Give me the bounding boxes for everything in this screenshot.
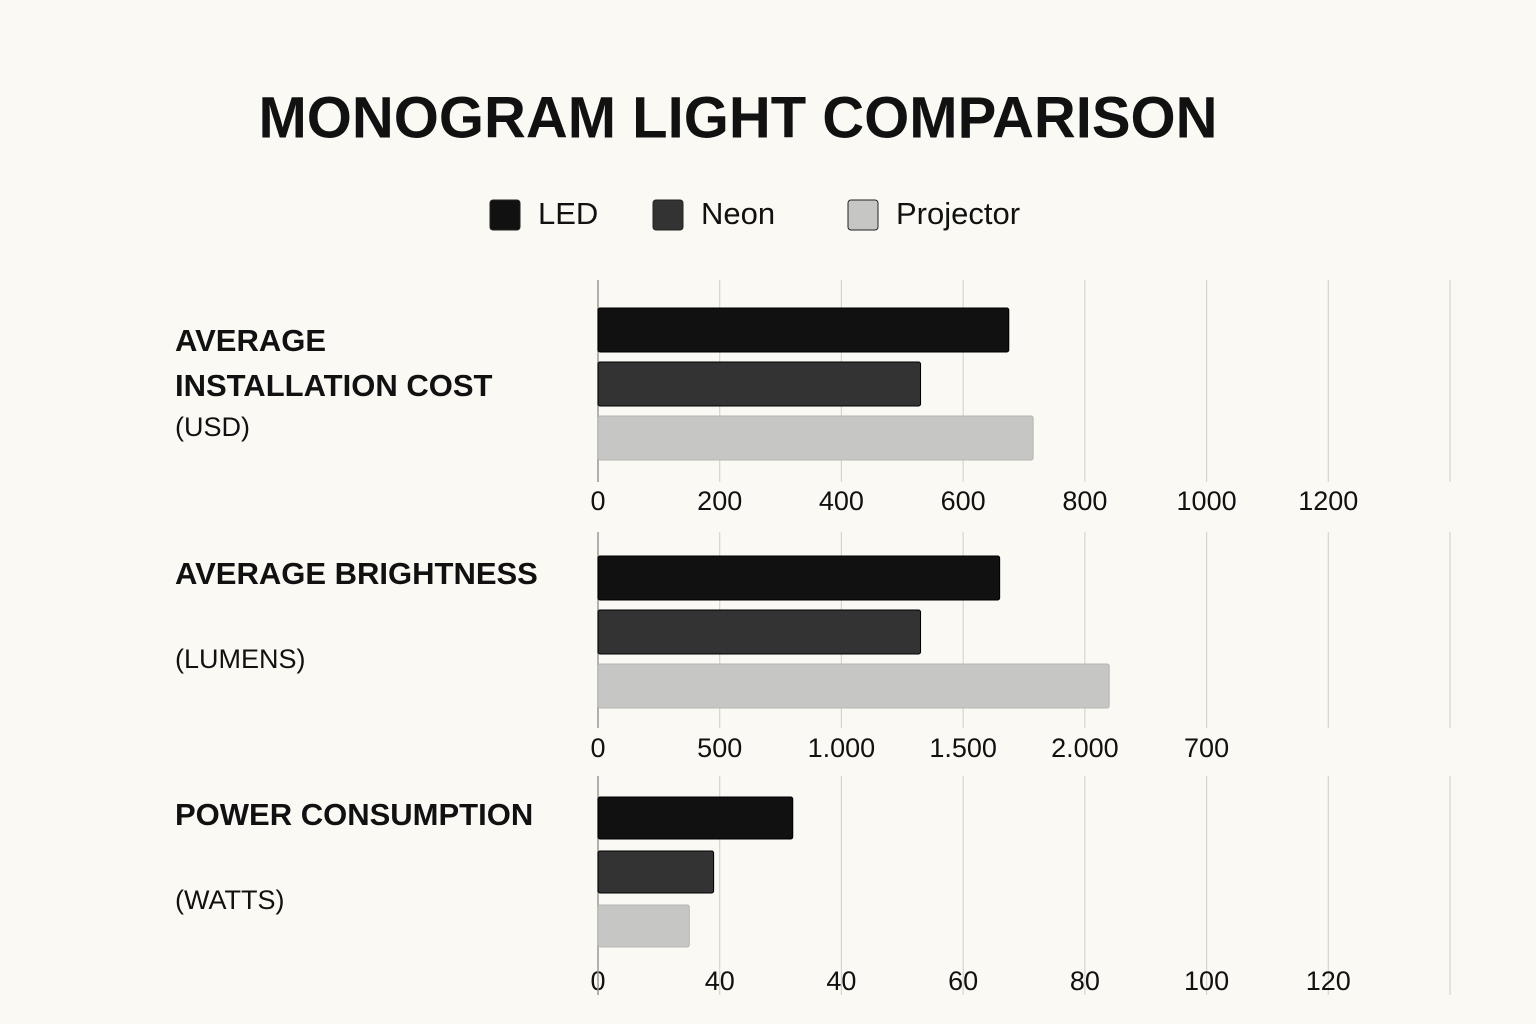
legend-swatch xyxy=(847,199,879,231)
panel-title: POWER CONSUMPTION xyxy=(175,797,534,832)
x-tick-label: 80 xyxy=(1070,966,1100,996)
panel-title: AVERAGE BRIGHTNESS xyxy=(175,556,538,591)
bar xyxy=(597,663,1110,709)
x-tick-label: 2.000 xyxy=(1051,733,1119,763)
legend-label: LED xyxy=(538,196,598,231)
x-tick-label: 400 xyxy=(819,486,864,516)
x-tick-label: 40 xyxy=(705,966,735,996)
panel-subtitle: (LUMENS) xyxy=(175,644,306,674)
panel-subtitle: (WATTS) xyxy=(175,885,285,915)
chart-title: MONOGRAM LIGHT COMPARISON xyxy=(258,85,1217,150)
bar xyxy=(597,796,794,840)
x-tick-label: 100 xyxy=(1184,966,1229,996)
x-tick-label: 60 xyxy=(948,966,978,996)
panel-subtitle: (USD) xyxy=(175,412,250,442)
x-tick-label: 600 xyxy=(941,486,986,516)
x-tick-label: 1.500 xyxy=(929,733,997,763)
bar xyxy=(597,850,715,894)
panel-title: AVERAGE INSTALLATION COST xyxy=(175,323,493,403)
x-tick-label: 500 xyxy=(697,733,742,763)
legend-swatch xyxy=(652,199,684,231)
legend-label: Neon xyxy=(701,196,775,231)
legend-label: Projector xyxy=(896,196,1020,231)
bar xyxy=(597,361,922,407)
bar xyxy=(597,307,1010,353)
x-tick-label: 0 xyxy=(590,733,605,763)
x-tick-label: 200 xyxy=(697,486,742,516)
x-tick-label: 1200 xyxy=(1298,486,1358,516)
x-tick-label: 1000 xyxy=(1177,486,1237,516)
legend-swatch xyxy=(489,199,521,231)
bar xyxy=(597,609,922,655)
bar xyxy=(597,555,1001,601)
x-tick-label: 0 xyxy=(590,486,605,516)
bar xyxy=(597,415,1034,461)
x-tick-label: 1.000 xyxy=(808,733,876,763)
x-tick-label: 120 xyxy=(1306,966,1351,996)
bar xyxy=(597,904,690,948)
x-tick-label: 40 xyxy=(826,966,856,996)
x-tick-label: 800 xyxy=(1062,486,1107,516)
x-tick-label: 700 xyxy=(1184,733,1229,763)
